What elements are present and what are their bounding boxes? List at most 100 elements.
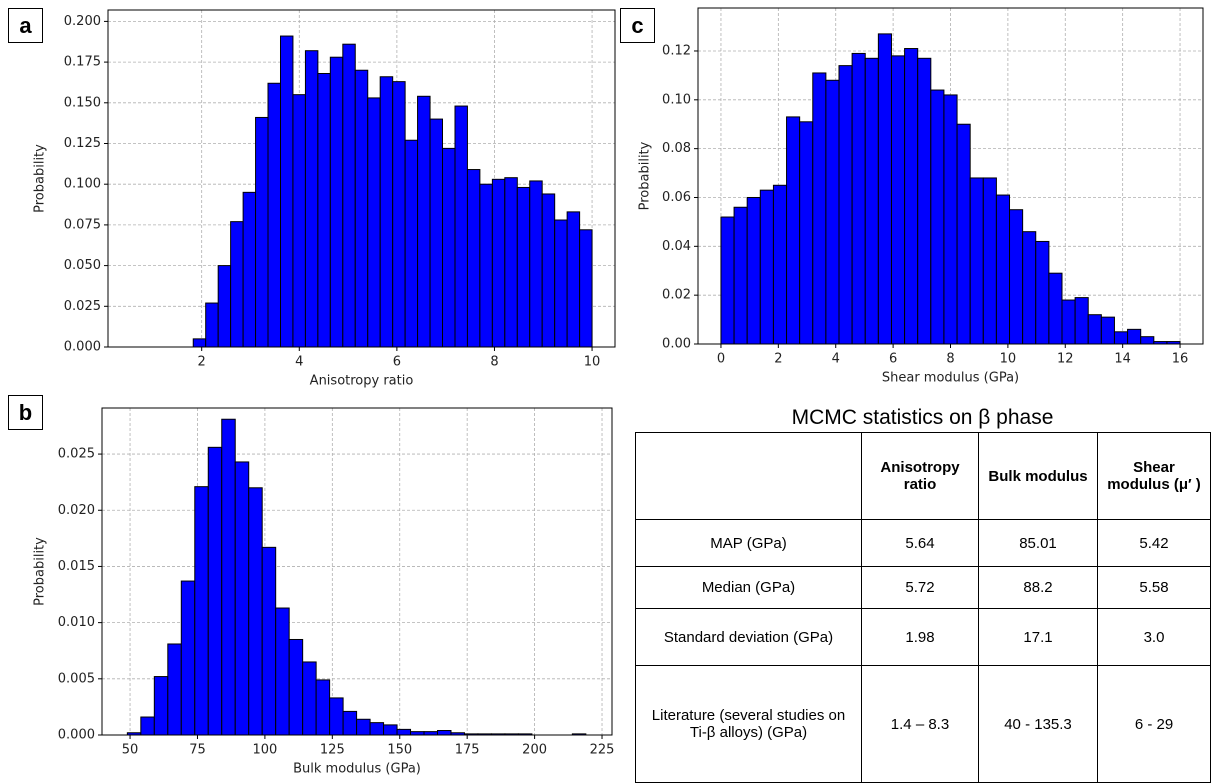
y-tick-label: 0.050 xyxy=(64,258,101,273)
bar xyxy=(217,265,232,348)
bar xyxy=(442,147,456,348)
row-header: Literature (several studies on Ti-β allo… xyxy=(635,665,862,783)
bar xyxy=(454,105,468,348)
table-title: MCMC statistics on β phase xyxy=(791,406,1054,429)
y-tick-label: 0.06 xyxy=(662,190,691,205)
bar xyxy=(1061,299,1076,345)
bar xyxy=(812,72,827,345)
x-tick-label: 0 xyxy=(717,352,725,367)
x-tick-label: 200 xyxy=(522,743,547,758)
bar xyxy=(288,638,304,736)
table-cell: 5.58 xyxy=(1097,566,1211,609)
x-tick-label: 10 xyxy=(584,355,601,370)
bar xyxy=(864,57,879,345)
bar xyxy=(1127,328,1142,345)
y-axis-title: Probability xyxy=(33,537,48,606)
bar xyxy=(302,661,317,736)
bar xyxy=(566,211,581,348)
x-tick-label: 100 xyxy=(252,743,277,758)
x-tick-label: 125 xyxy=(320,743,345,758)
bar xyxy=(429,118,444,348)
x-tick-label: 6 xyxy=(393,355,401,370)
bar xyxy=(516,186,531,348)
bar xyxy=(956,123,971,345)
x-tick-label: 175 xyxy=(455,743,480,758)
x-tick-label: 8 xyxy=(946,352,954,367)
x-axis-title: Shear modulus (GPa) xyxy=(882,371,1019,386)
bar xyxy=(342,710,358,736)
x-tick-label: 14 xyxy=(1114,352,1131,367)
table-cell: 3.0 xyxy=(1097,608,1211,666)
table-row: Median (GPa) 5.72 88.2 5.58 xyxy=(635,566,1211,609)
y-tick-label: 0.025 xyxy=(58,447,95,462)
y-tick-label: 0.000 xyxy=(58,728,95,743)
y-tick-label: 0.005 xyxy=(58,671,95,686)
bar xyxy=(242,191,257,348)
table-cell: 5.72 xyxy=(861,566,979,609)
bar xyxy=(969,177,984,345)
x-tick-label: 2 xyxy=(198,355,206,370)
bar xyxy=(541,193,556,348)
bar xyxy=(943,94,958,345)
table-cell: 85.01 xyxy=(978,519,1098,567)
bar xyxy=(261,546,277,736)
bar xyxy=(140,716,155,736)
bar xyxy=(329,56,344,348)
y-tick-label: 0.175 xyxy=(64,55,101,70)
table-cell: 40 - 135.3 xyxy=(978,665,1098,783)
bar xyxy=(267,82,281,348)
x-tick-label: 4 xyxy=(295,355,303,370)
bar xyxy=(423,731,439,736)
bar xyxy=(1035,240,1050,345)
corner-cell xyxy=(635,432,862,520)
bar xyxy=(194,486,209,736)
bar xyxy=(529,180,543,348)
bar xyxy=(851,52,866,345)
y-tick-label: 0.020 xyxy=(58,503,95,518)
row-header: Standard deviation (GPa) xyxy=(635,608,862,666)
bar xyxy=(304,50,319,348)
bar xyxy=(554,219,568,348)
bar xyxy=(877,33,892,345)
bar xyxy=(759,189,774,345)
bar xyxy=(153,676,169,736)
bar xyxy=(930,89,945,345)
bar xyxy=(354,69,369,348)
y-axis-title: Probability xyxy=(638,141,653,210)
bar xyxy=(404,139,419,348)
table-cell: 5.42 xyxy=(1097,519,1211,567)
bar xyxy=(329,697,344,736)
row-header: Median (GPa) xyxy=(635,566,862,609)
table-row: MAP (GPa) 5.64 85.01 5.42 xyxy=(635,519,1211,567)
table-cell: 17.1 xyxy=(978,608,1098,666)
y-tick-label: 0.125 xyxy=(64,136,101,151)
bar xyxy=(410,731,425,736)
bar xyxy=(417,95,431,348)
bar xyxy=(367,97,381,348)
bar xyxy=(279,35,294,348)
bar xyxy=(746,196,761,345)
plot-frame xyxy=(697,7,1204,345)
bar xyxy=(356,718,371,736)
table-cell: 5.64 xyxy=(861,519,979,567)
x-tick-label: 50 xyxy=(122,743,139,758)
bar xyxy=(342,43,356,348)
column-header: Anisotropy ratio xyxy=(861,432,979,520)
y-tick-label: 0.000 xyxy=(64,340,101,355)
panel-label: a xyxy=(8,8,43,43)
bar xyxy=(479,183,493,348)
bar xyxy=(579,229,593,348)
bar xyxy=(317,72,331,348)
bar xyxy=(466,169,481,348)
panel-label: c xyxy=(620,8,655,43)
column-header: Shear modulus (μ′ ) xyxy=(1097,432,1211,520)
bar xyxy=(255,116,269,348)
row-header: MAP (GPa) xyxy=(635,519,862,567)
bar xyxy=(379,76,394,348)
bar xyxy=(207,446,223,736)
bar xyxy=(733,206,748,345)
bar xyxy=(1022,231,1037,345)
bar xyxy=(437,730,452,736)
plot-frame xyxy=(101,407,613,736)
